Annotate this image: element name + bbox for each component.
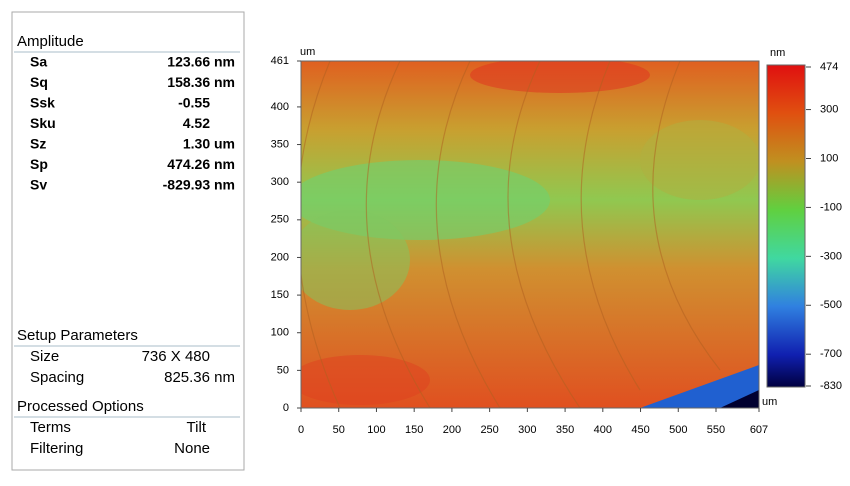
row-label: Spacing [30,369,84,386]
y-tick-label: 200 [271,251,289,263]
row-value: 4.52 [183,115,210,131]
row-value: 825.36 nm [164,369,235,386]
section-title: Setup Parameters [17,327,138,344]
y-tick-label: 461 [271,55,289,67]
x-tick-label: 400 [594,424,612,436]
y-tick-label: 100 [271,327,289,339]
x-tick-label: 150 [405,424,423,436]
y-tick-label: 50 [277,364,289,376]
y-tick-label: 150 [271,289,289,301]
row-value: Tilt [187,419,207,436]
x-tick-label: 0 [298,424,304,436]
x-unit: um [762,396,777,408]
y-tick-label: 400 [271,101,289,113]
x-tick-label: 50 [333,424,345,436]
colorbar-tick-label: -300 [820,250,842,262]
row-label: Terms [30,419,71,436]
colorbar-tick-label: 300 [820,103,838,115]
x-tick-label: 200 [443,424,461,436]
colorbar-tick-label: -700 [820,348,842,360]
row-value: 158.36 nm [167,74,235,90]
y-tick-label: 350 [271,138,289,150]
row-label: Sa [30,54,47,70]
panel [11,11,245,471]
x-tick-label: 500 [669,424,687,436]
section-title: Processed Options [17,398,144,415]
y-unit: um [300,46,315,58]
row-label: Sq [30,74,48,90]
row-label: Size [30,348,59,365]
height-map [301,61,759,408]
y-tick-label: 0 [283,402,289,414]
row-label: Sv [30,177,47,193]
y-tick-label: 300 [271,176,289,188]
colorbar-tick-label: 474 [820,61,838,73]
colorbar [766,64,806,388]
row-label: Sku [30,115,56,131]
colorbar-tick-label: 100 [820,152,838,164]
x-tick-label: 350 [556,424,574,436]
row-value: 474.26 nm [167,156,235,172]
row-value: -829.93 nm [163,177,235,193]
row-label: Sz [30,136,46,152]
row-value: 1.30 um [183,136,235,152]
plot-frame [300,60,760,409]
x-tick-label: 450 [631,424,649,436]
x-tick-label: 550 [707,424,725,436]
row-value: None [174,440,210,457]
row-value: -0.55 [178,95,210,111]
row-value: 123.66 nm [167,54,235,70]
colorbar-tick-label: -830 [820,380,842,392]
y-tick-label: 250 [271,214,289,226]
row-label: Filtering [30,440,83,457]
x-tick-label: 100 [367,424,385,436]
section-title: Amplitude [17,33,84,50]
colorbar-unit: nm [770,47,785,59]
colorbar-tick-label: -500 [820,299,842,311]
x-tick-label: 250 [480,424,498,436]
row-label: Ssk [30,95,55,111]
x-tick-label: 300 [518,424,536,436]
x-tick-label: 607 [750,424,768,436]
colorbar-tick-label: -100 [820,201,842,213]
row-value: 736 X 480 [142,348,210,365]
row-label: Sp [30,156,48,172]
